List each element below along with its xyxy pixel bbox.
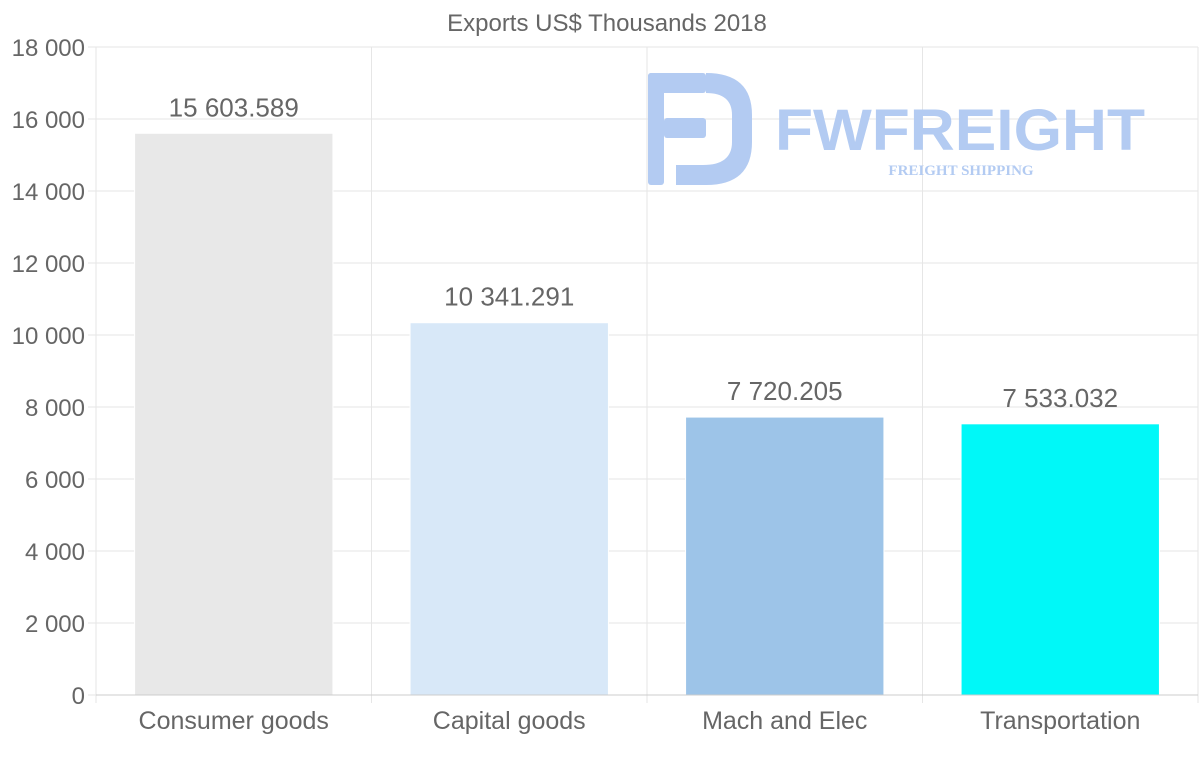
x-tick-label: Mach and Elec — [702, 707, 867, 735]
x-tick-label: Consumer goods — [139, 707, 329, 735]
chart-title: Exports US$ Thousands 2018 — [447, 10, 767, 37]
y-tick-label: 10 000 — [12, 323, 85, 350]
y-tick-label: 12 000 — [12, 251, 85, 278]
axis-layer: 0 2 000 4 000 6 000 8 000 10 000 12 000 14 000 1… — [12, 35, 1198, 735]
bar[interactable] — [409, 322, 609, 696]
bar-value-label: 10 341.291 — [444, 282, 574, 312]
bar[interactable] — [134, 132, 334, 696]
bar-value-label: 7 720.205 — [727, 376, 843, 406]
bar-value-label: 15 603.589 — [169, 92, 299, 122]
fw-logo-mark-icon — [648, 73, 752, 185]
x-tick-label: Transportation — [980, 707, 1140, 735]
y-tick-label: 2 000 — [25, 611, 85, 638]
watermark-tagline: FREIGHT SHIPPING — [888, 163, 1033, 179]
y-tick-label: 8 000 — [25, 395, 85, 422]
y-tick-label: 18 000 — [12, 35, 85, 62]
bar[interactable] — [685, 416, 885, 696]
watermark-logo: FWFREIGHT FREIGHT SHIPPING — [648, 73, 1145, 185]
x-tick-label: Capital goods — [433, 707, 586, 735]
watermark-brand: FWFREIGHT — [775, 98, 1145, 163]
bar[interactable] — [960, 423, 1160, 696]
bar-layer: 15 603.589 10 341.291 7 720.205 7 533.032 — [134, 92, 1160, 696]
y-tick-label: 4 000 — [25, 539, 85, 566]
y-tick-label: 14 000 — [12, 179, 85, 206]
y-tick-label: 6 000 — [25, 467, 85, 494]
bar-value-label: 7 533.032 — [1002, 383, 1118, 413]
y-tick-label: 16 000 — [12, 107, 85, 134]
y-tick-label: 0 — [72, 683, 85, 710]
